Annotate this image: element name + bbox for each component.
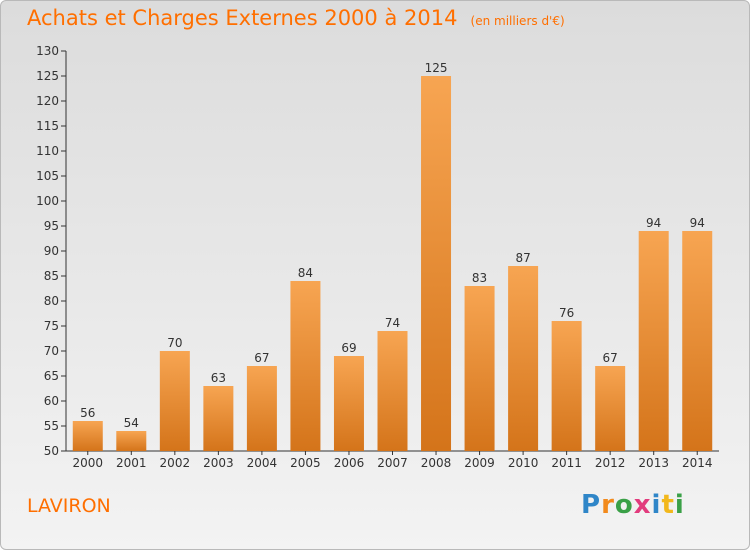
bar-2009 [464,286,495,451]
x-tick-label-2006: 2006 [334,456,365,470]
y-tick-label: 90 [44,244,59,258]
y-tick-label: 75 [44,319,59,333]
y-tick-label: 50 [44,444,59,458]
x-tick-label-2003: 2003 [203,456,234,470]
y-tick-label: 120 [36,94,59,108]
x-tick-label-2008: 2008 [421,456,452,470]
chart-title: Achats et Charges Externes 2000 à 2014 (… [27,6,565,30]
x-tick-label-2009: 2009 [464,456,495,470]
data-label-2010: 87 [515,251,530,265]
bar-2013 [638,231,669,451]
data-label-2001: 54 [124,416,139,430]
data-label-2002: 70 [167,336,182,350]
x-tick-label-2014: 2014 [682,456,713,470]
y-tick-label: 85 [44,269,59,283]
axes: 50 55 60 65 70 75 80 85 90 95 100 105 110 115 120 125 13… [36,44,719,470]
y-tick-label: 100 [36,194,59,208]
y-tick-label: 80 [44,294,59,308]
y-tick-label: 130 [36,44,59,58]
y-tick-label: 125 [36,69,59,83]
data-label-2006: 69 [341,341,356,355]
data-label-2013: 94 [646,216,661,230]
bar-2000 [72,421,103,451]
y-tick-label: 60 [44,394,59,408]
place-name: LAVIRON [27,495,111,517]
logo-letter: x [633,490,652,520]
x-tick-label-2000: 2000 [72,456,103,470]
logo-letter: P [581,490,602,520]
y-tick-label: 105 [36,169,59,183]
bar-2001 [116,431,147,451]
x-tick-label-2011: 2011 [551,456,582,470]
x-tick-label-2010: 2010 [508,456,539,470]
x-tick-label-2001: 2001 [116,456,147,470]
bar-2010 [508,266,539,451]
proxiti-logo: Proxiti [581,490,685,520]
x-tick-label-2013: 2013 [638,456,669,470]
bar-2005 [290,281,321,451]
data-label-2008: 125 [425,61,448,75]
y-tick-label: 65 [44,369,59,383]
x-tick-label-2005: 2005 [290,456,321,470]
logo-letter: r [601,490,615,520]
x-tick-label-2002: 2002 [160,456,191,470]
bar-2014 [682,231,713,451]
logo-letter: i [651,490,662,520]
logo-letter: i [674,490,685,520]
x-tick-label-2004: 2004 [247,456,278,470]
logo-letter: o [614,490,634,520]
data-label-2007: 74 [385,316,400,330]
bar-2008 [421,76,452,451]
data-label-2000: 56 [80,406,95,420]
data-label-2012: 67 [603,351,618,365]
y-tick-label: 115 [36,119,59,133]
chart-title-text: Achats et Charges Externes 2000 à 2014 [27,6,458,30]
x-tick-label-2012: 2012 [595,456,626,470]
y-tick-label: 110 [36,144,59,158]
data-label-2009: 83 [472,271,487,285]
bar-2006 [333,356,364,451]
bar-2002 [159,351,190,451]
bar-2007 [377,331,408,451]
bar-2012 [595,366,626,451]
data-label-2003: 63 [211,371,226,385]
y-tick-label: 95 [44,219,59,233]
data-label-2005: 84 [298,266,313,280]
x-tick-label-2007: 2007 [377,456,408,470]
logo-letter: t [661,490,675,520]
chart-unit: (en milliers d'€) [470,14,565,28]
y-tick-label: 55 [44,419,59,433]
bar-2004 [246,366,277,451]
data-label-2011: 76 [559,306,574,320]
y-tick-label: 70 [44,344,59,358]
bar-2003 [203,386,234,451]
data-label-2014: 94 [690,216,705,230]
bars-group: 56 54 70 63 67 84 69 74 125 83 87 76 67 94 94 [72,61,713,451]
bar-2011 [551,321,582,451]
data-label-2004: 67 [254,351,269,365]
